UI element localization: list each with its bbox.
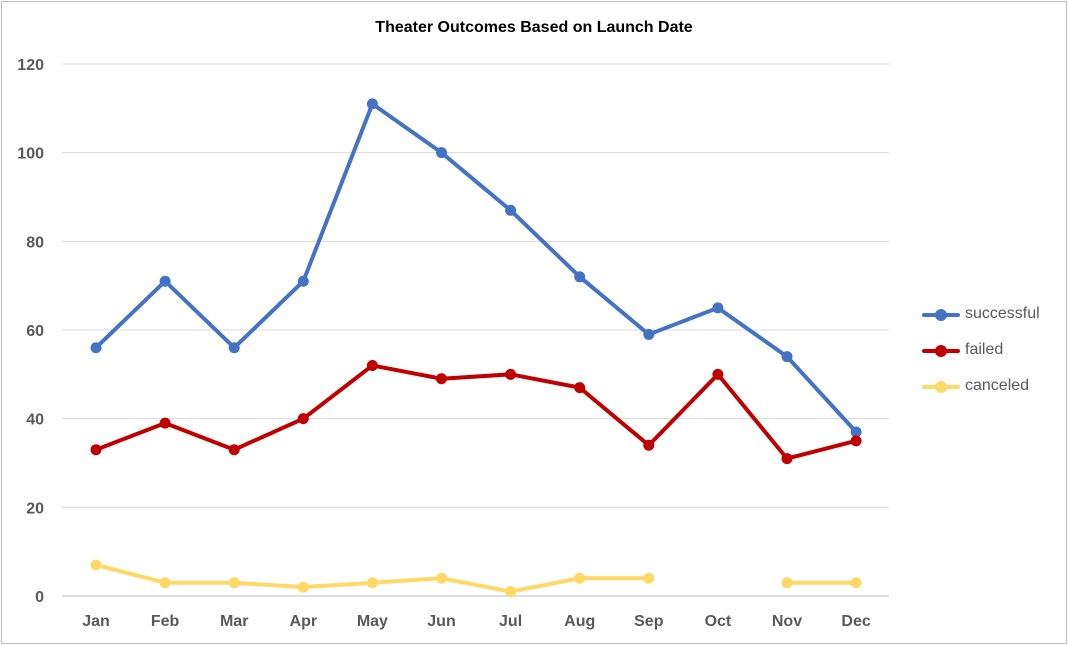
data-point-successful (159, 275, 171, 287)
legend-item-successful: successful (920, 296, 1060, 332)
x-tick-label: Mar (220, 613, 248, 630)
legend-label: successful (965, 305, 1040, 322)
data-point-successful (228, 342, 240, 354)
series-line-failed (94, 363, 859, 461)
y-tick-label: 80 (26, 234, 44, 251)
series-failed (90, 359, 862, 465)
data-point-failed (228, 444, 240, 456)
y-tick-label: 60 (26, 323, 44, 340)
x-tick-label: May (357, 613, 388, 630)
data-point-successful (366, 98, 378, 110)
data-point-failed (850, 435, 862, 447)
legend-swatch (920, 375, 962, 397)
data-point-failed (712, 368, 724, 380)
legend-item-canceled: canceled (920, 368, 1060, 404)
y-axis: 0 20 40 60 80 100 120 (17, 57, 44, 606)
chart-title: Theater Outcomes Based on Launch Date (375, 19, 693, 36)
legend-swatch (920, 339, 962, 361)
legend-swatch (920, 303, 962, 325)
data-point-failed (574, 382, 586, 394)
y-tick-label: 20 (26, 500, 44, 517)
data-point-failed (505, 368, 517, 380)
y-tick-label: 40 (26, 412, 44, 429)
data-point-successful (505, 204, 517, 216)
data-point-failed (90, 444, 102, 456)
data-point-canceled (436, 572, 447, 584)
x-tick-label: Sep (634, 613, 664, 630)
y-tick-label: 100 (17, 146, 44, 163)
data-point-successful (643, 328, 655, 340)
data-point-failed (436, 373, 447, 385)
data-point-successful (712, 302, 724, 314)
series-successful (90, 98, 862, 438)
x-tick-label: Apr (290, 613, 318, 630)
x-tick-label: Jun (427, 613, 455, 630)
data-point-canceled (228, 577, 240, 589)
data-point-canceled (574, 572, 586, 584)
legend-label: canceled (965, 377, 1030, 394)
data-point-successful (574, 271, 586, 283)
data-point-successful (781, 351, 793, 363)
x-tick-label: Aug (564, 613, 595, 630)
x-tick-label: Nov (772, 613, 802, 630)
gridlines (62, 63, 889, 597)
series-layer (90, 98, 862, 598)
legend-label: failed (965, 341, 1004, 358)
data-point-canceled (297, 581, 309, 593)
data-point-successful (436, 147, 447, 159)
x-axis: Jan Feb Mar Apr May Jun Jul Aug Sep Oct Nov Dec (82, 613, 871, 630)
y-tick-label: 120 (17, 57, 44, 74)
y-tick-label: 0 (35, 589, 44, 606)
data-point-canceled (366, 577, 378, 589)
data-point-failed (297, 413, 309, 425)
data-point-failed (159, 417, 171, 429)
x-tick-label: Feb (151, 613, 180, 630)
x-tick-label: Oct (705, 613, 732, 630)
data-point-failed (643, 439, 655, 451)
x-tick-label: Dec (841, 613, 870, 630)
data-point-canceled (505, 586, 517, 598)
data-point-successful (850, 426, 862, 438)
data-point-canceled (781, 577, 793, 589)
x-tick-label: Jul (499, 613, 522, 630)
data-point-canceled (643, 572, 655, 584)
data-point-canceled (850, 577, 862, 589)
series-line-successful (94, 101, 859, 434)
x-tick-label: Jan (82, 613, 110, 630)
data-point-failed (366, 359, 378, 371)
data-point-successful (90, 342, 102, 354)
data-point-successful (297, 275, 309, 287)
data-point-canceled (90, 559, 102, 571)
legend: successful failed canceled (920, 296, 1060, 404)
data-point-failed (781, 453, 793, 465)
data-point-canceled (159, 577, 171, 589)
legend-item-failed: failed (920, 332, 1060, 368)
series-canceled (90, 559, 862, 598)
